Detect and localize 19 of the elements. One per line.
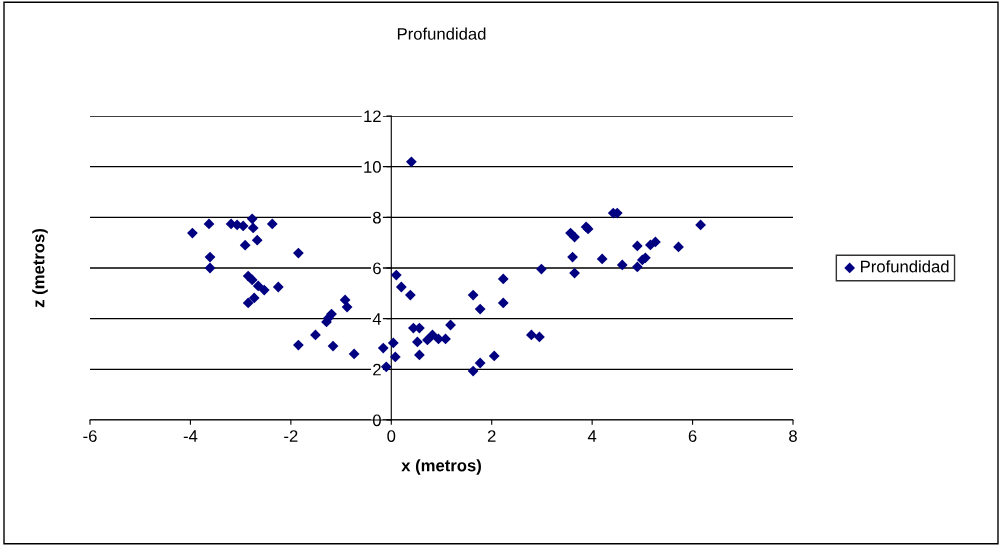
- x-tick-label: 2: [487, 430, 496, 442]
- x-tick-label: -4: [183, 430, 198, 442]
- y-tick-label: 2: [373, 363, 381, 376]
- x-tick-label: 8: [789, 430, 797, 442]
- x-tick-label: 6: [688, 430, 697, 442]
- y-tick-label: 10: [364, 161, 381, 173]
- y-axis-title: z (metros): [32, 229, 48, 308]
- x-tick-label: 4: [587, 430, 597, 442]
- x-tick-label: -6: [83, 430, 97, 442]
- y-tick-label: 0: [372, 414, 381, 427]
- x-tick-label: 0: [387, 430, 396, 442]
- y-tick-label: 6: [373, 262, 381, 275]
- y-tick-label: 8: [373, 211, 381, 224]
- y-tick-label: 4: [372, 313, 382, 325]
- chart-title: Profundidad: [397, 27, 486, 40]
- y-tick-label: 12: [364, 110, 381, 123]
- x-axis-title: x (metros): [401, 459, 481, 475]
- legend-label: Profundidad: [861, 260, 949, 273]
- x-tick-label: -2: [284, 430, 298, 442]
